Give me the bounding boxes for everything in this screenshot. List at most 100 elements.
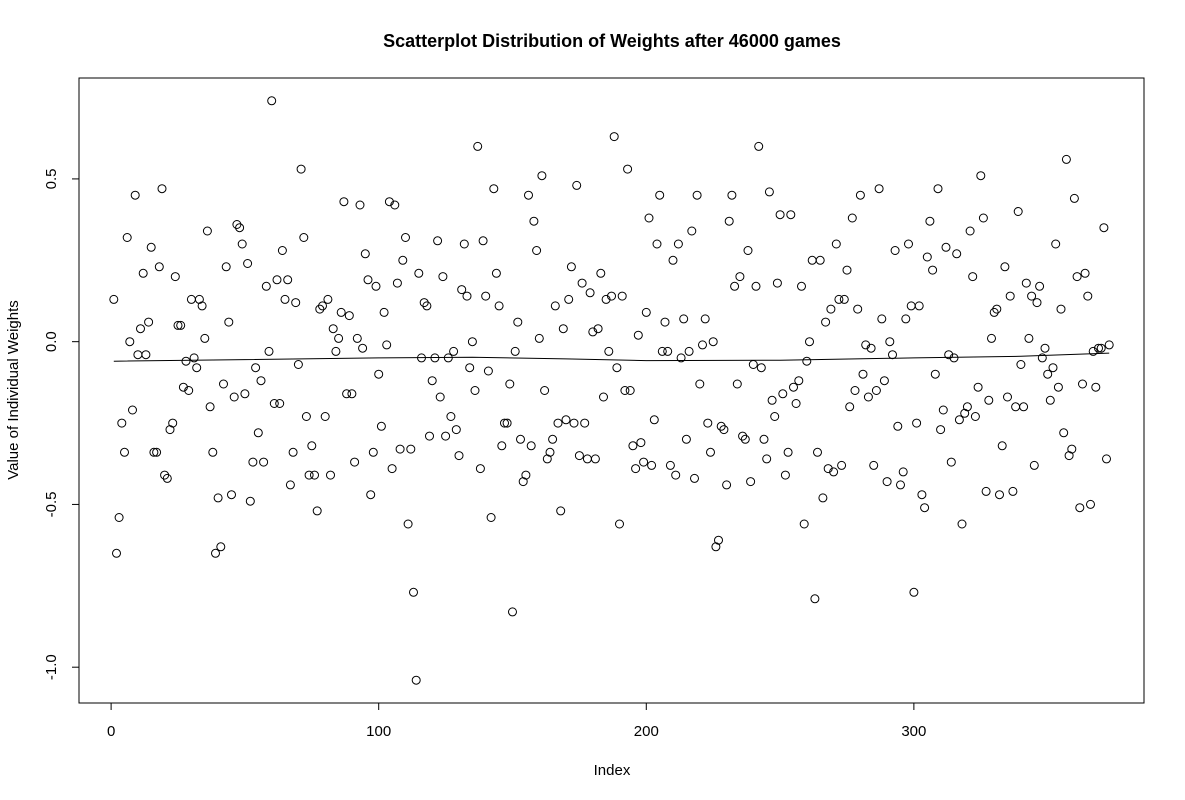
- data-point: [888, 350, 897, 360]
- data-point: [813, 447, 822, 457]
- data-point: [427, 376, 437, 386]
- data-point: [470, 386, 480, 395]
- data-point: [347, 389, 357, 399]
- data-point: [644, 213, 654, 223]
- x-axis-label: Index: [594, 762, 631, 779]
- data-point: [1099, 223, 1109, 233]
- data-point: [936, 425, 946, 435]
- data-point: [869, 460, 879, 470]
- data-point: [184, 386, 194, 395]
- data-point: [483, 366, 493, 376]
- data-point: [162, 473, 172, 483]
- data-point: [1019, 402, 1029, 412]
- data-point: [703, 418, 713, 428]
- data-point: [799, 519, 809, 529]
- data-point: [1005, 291, 1015, 301]
- data-point: [178, 382, 188, 392]
- data-point: [569, 418, 579, 428]
- data-point: [582, 454, 592, 464]
- data-point: [660, 317, 670, 327]
- data-point: [858, 369, 868, 379]
- data-point: [1086, 499, 1095, 509]
- data-point: [1096, 343, 1106, 353]
- data-point: [593, 324, 603, 334]
- data-point: [1043, 369, 1053, 379]
- data-point: [722, 480, 732, 490]
- data-point: [944, 350, 954, 360]
- data-point: [489, 184, 499, 194]
- data-point: [558, 324, 568, 334]
- data-point: [1067, 444, 1077, 454]
- data-point: [363, 275, 373, 285]
- data-point: [821, 317, 831, 327]
- data-point: [409, 587, 418, 597]
- data-point: [170, 272, 180, 282]
- data-point: [615, 519, 624, 529]
- data-point: [754, 141, 764, 151]
- y-axis: -1.0 -0.5 0.0 0.5: [43, 168, 79, 680]
- data-point: [1045, 395, 1055, 405]
- data-point: [518, 477, 528, 487]
- data-point: [120, 447, 129, 457]
- data-point: [738, 431, 748, 441]
- data-point: [1061, 154, 1071, 164]
- data-point: [633, 330, 643, 340]
- data-point: [1029, 460, 1039, 470]
- data-point: [767, 395, 777, 405]
- data-point: [987, 333, 996, 343]
- data-point: [829, 467, 839, 477]
- data-point: [553, 418, 563, 428]
- data-point: [256, 376, 266, 386]
- data-point: [355, 200, 365, 210]
- data-point: [497, 441, 507, 451]
- data-point: [122, 233, 132, 242]
- data-point: [112, 548, 121, 558]
- data-point: [299, 233, 309, 242]
- data-point: [141, 350, 151, 360]
- data-point: [264, 346, 274, 356]
- data-point: [1059, 428, 1069, 438]
- data-point: [152, 447, 162, 457]
- data-point: [564, 294, 574, 304]
- data-point: [513, 317, 523, 327]
- data-point: [550, 301, 560, 311]
- data-point: [192, 363, 202, 373]
- data-point: [917, 490, 927, 500]
- data-point: [401, 233, 410, 242]
- data-point: [293, 360, 303, 369]
- data-point: [422, 301, 432, 311]
- data-point: [339, 197, 349, 207]
- data-point: [962, 402, 972, 412]
- data-point: [1091, 382, 1101, 392]
- data-point: [751, 281, 761, 291]
- data-point: [451, 425, 461, 435]
- data-point: [291, 298, 301, 308]
- data-point: [612, 363, 622, 373]
- data-point: [1011, 402, 1021, 412]
- data-point: [834, 294, 844, 304]
- data-point: [1104, 340, 1114, 350]
- data-point: [245, 496, 255, 506]
- data-point: [328, 324, 338, 334]
- data-point: [952, 249, 962, 259]
- data-point: [374, 369, 384, 379]
- data-point: [850, 386, 860, 395]
- data-point: [540, 386, 550, 395]
- data-point: [601, 294, 611, 304]
- data-point: [1000, 262, 1010, 272]
- x-tick-label: 100: [366, 723, 391, 740]
- data-point: [780, 470, 790, 480]
- data-point: [379, 307, 389, 317]
- trend-line-layer: [113, 352, 1110, 362]
- data-point: [462, 291, 472, 301]
- data-point: [1035, 281, 1045, 291]
- data-point: [1008, 486, 1018, 496]
- data-point: [537, 171, 547, 181]
- data-point: [392, 278, 402, 288]
- data-point: [775, 210, 785, 220]
- data-point: [882, 477, 892, 487]
- data-point: [205, 402, 215, 412]
- data-point: [398, 255, 408, 265]
- data-point: [521, 470, 531, 480]
- data-point: [288, 447, 298, 457]
